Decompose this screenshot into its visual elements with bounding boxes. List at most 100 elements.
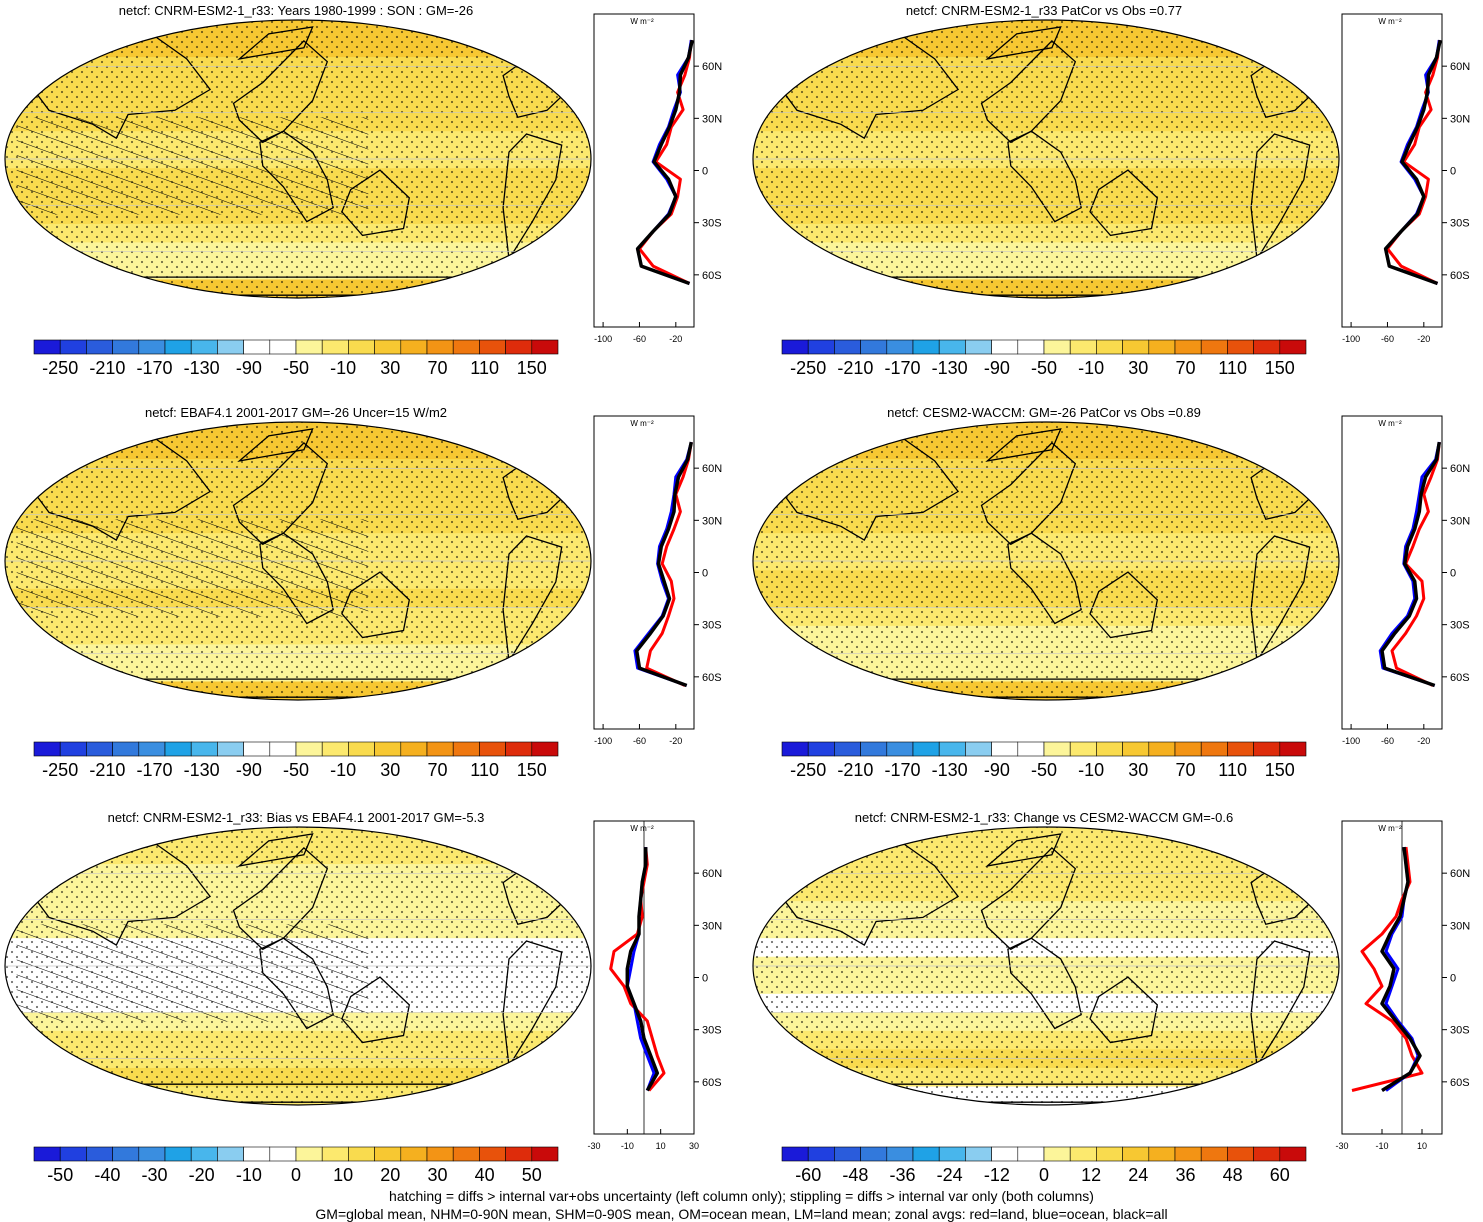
units-label: W m⁻² [1378,824,1402,833]
colorbar-box [479,741,506,757]
lat-tick-label: 0 [702,973,708,985]
colorbar-box [1122,741,1150,757]
colorbar-tick-label: -130 [932,358,968,378]
colorbar-box [243,1146,271,1162]
colorbar-tick-label: 150 [517,760,547,780]
x-tick-label: -60 [1381,334,1394,344]
colorbar-box [479,339,506,355]
zonal-series-land [609,846,666,1092]
colorbar-box [965,741,992,757]
colorbar-box [190,741,218,757]
colorbar-box [860,339,888,355]
colorbar-box [912,741,940,757]
lat-tick-label: 60S [702,672,722,684]
colorbar-tick-label: 110 [1218,760,1247,780]
colorbar-box [1200,1146,1228,1162]
zonal-series-all [1383,39,1442,286]
colorbar-box [938,741,966,757]
coastline [341,976,411,1044]
colorbar-box [295,339,323,355]
colorbar-box [59,339,87,355]
x-tick-label: -20 [1417,334,1430,344]
map-outline [4,421,592,701]
colorbar-box [33,1146,61,1162]
colorbar-tick-label: -50 [1031,358,1057,378]
x-tick-label: -20 [1417,736,1430,746]
colorbar-box [1227,741,1254,757]
colorbar-tick-label: 70 [427,358,447,378]
units-label: W m⁻² [630,17,654,26]
colorbar-box [164,1146,192,1162]
colorbar-tick-label: -130 [184,760,220,780]
coastline [232,40,329,144]
colorbar-box [1043,741,1071,757]
colorbar-tick-label: 150 [1265,760,1295,780]
x-tick-label: -30 [1335,1141,1348,1151]
coastline [1089,976,1159,1044]
colorbar-tick-label: -50 [1031,760,1057,780]
colorbar-box [1279,1146,1307,1162]
zonal-series-land [1390,441,1441,687]
colorbar-tick-label: -48 [842,1165,868,1185]
panel-1: netcf: CNRM-ESM2-1_r33: Years 1980-1999 … [4,3,722,378]
colorbar-box [1174,741,1202,757]
units-label: W m⁻² [630,419,654,428]
colorbar-tick-label: 24 [1128,1165,1148,1185]
lat-tick-label: 60S [702,1077,722,1089]
colorbar-tick-label: 30 [380,358,400,378]
colorbar-tick-label: -40 [94,1165,120,1185]
colorbar-tick-label: -10 [236,1165,262,1185]
colorbar-tick-label: -50 [283,358,309,378]
lat-tick-label: 30S [1450,218,1470,230]
colorbar-box [243,339,271,355]
panel-4: netcf: CESM2-WACCM: GM=-26 PatCor vs Obs… [752,405,1470,780]
colorbar-tick-label: 150 [517,358,547,378]
x-tick-label: -20 [669,334,682,344]
colorbar-box [138,1146,166,1162]
x-tick-label: 30 [689,1141,699,1151]
colorbar-tick-label: 36 [1175,1165,1195,1185]
colorbar-box [1148,1146,1176,1162]
lat-tick-label: 0 [1450,973,1456,985]
colorbar-box [1148,741,1176,757]
map-field [753,827,1339,1105]
colorbar-tick-label: 70 [1175,760,1195,780]
colorbar-tick-label: 60 [1270,1165,1290,1185]
map-field [753,422,1339,700]
colorbar-tick-label: -130 [932,760,968,780]
colorbar-tick-label: 0 [291,1165,301,1185]
lat-tick-label: 0 [702,166,708,178]
zonal-series-land [1386,39,1441,285]
map-field [5,827,591,1105]
colorbar-box [991,339,1019,355]
colorbar-box [295,1146,323,1162]
colorbar-tick-label: 50 [522,1165,542,1185]
coastline [985,833,1062,867]
colorbar-box [400,339,428,355]
coastline [237,428,314,462]
x-tick-label: -10 [621,1141,634,1151]
lat-tick-label: 30S [702,218,722,230]
coastline [237,26,314,60]
coastline [980,442,1077,546]
colorbar-box [86,1146,113,1162]
coastline [1007,130,1082,223]
colorbar-box [1148,339,1176,355]
colorbar-tick-label: 12 [1081,1165,1101,1185]
colorbar-tick-label: -210 [837,760,873,780]
x-tick-label: -100 [1342,334,1360,344]
colorbar-box [1227,339,1254,355]
colorbar-tick-label: -10 [1078,760,1104,780]
x-tick-label: -100 [1342,736,1360,746]
colorbar-tick-label: -130 [184,358,220,378]
coastline [985,428,1062,462]
coastline [341,169,411,237]
colorbar-box [1174,339,1202,355]
colorbar-box [59,1146,87,1162]
coastline [980,40,1077,144]
colorbar-tick-label: 30 [380,760,400,780]
colorbar-box [1253,741,1281,757]
colorbar-box [269,339,297,355]
colorbar-box [479,1146,506,1162]
